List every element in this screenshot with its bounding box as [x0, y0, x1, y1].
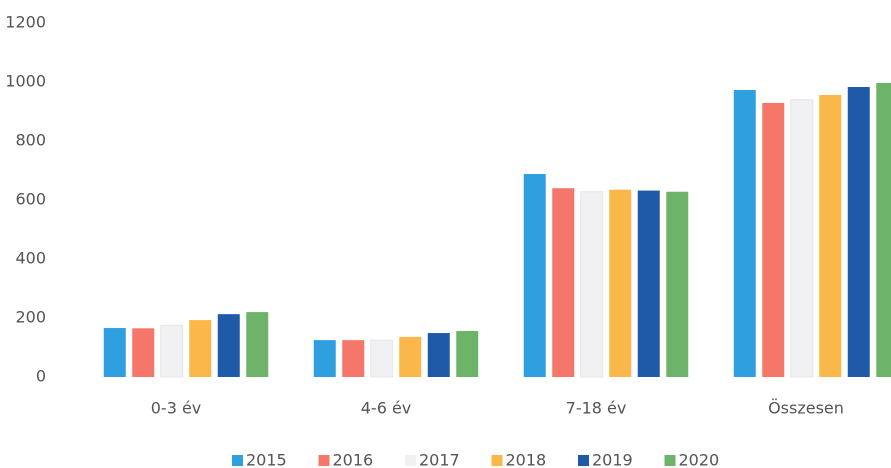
bar: [132, 328, 155, 377]
legend-swatch: [491, 455, 503, 466]
legend-swatch: [232, 455, 243, 466]
bar: [217, 314, 240, 377]
legend-swatch: [664, 455, 676, 466]
y-tick-label: 0: [36, 367, 46, 386]
bar: [819, 94, 842, 377]
legend-swatch: [405, 455, 416, 466]
legend-swatch: [578, 455, 589, 466]
bar: [790, 99, 814, 378]
bar: [160, 324, 184, 378]
legend-label: 2015: [246, 451, 287, 468]
legend-swatch: [318, 455, 330, 466]
bar: [342, 340, 365, 377]
bar: [552, 188, 575, 377]
bar: [313, 340, 336, 377]
bar: [189, 320, 212, 377]
bar: [103, 328, 126, 377]
y-tick-label: 1200: [5, 13, 46, 32]
legend-label: 2018: [506, 451, 547, 468]
bar: [427, 333, 450, 377]
bar: [609, 189, 632, 377]
bar: [399, 336, 422, 377]
x-tick-label: 7-18 év: [566, 399, 627, 418]
bar: [580, 191, 604, 378]
legend-label: 2016: [333, 451, 374, 468]
legend-label: 2017: [419, 451, 460, 468]
y-tick-label: 800: [15, 131, 46, 150]
bar: [523, 174, 546, 377]
bar: [876, 82, 891, 377]
y-tick-label: 1000: [5, 72, 46, 91]
bar: [456, 330, 479, 377]
legend-label: 2019: [592, 451, 633, 468]
bar: [847, 87, 870, 377]
bar: [637, 190, 660, 377]
bar: [370, 339, 394, 378]
bar: [666, 191, 689, 377]
x-tick-label: 4-6 év: [361, 399, 412, 418]
y-tick-label: 400: [15, 249, 46, 268]
y-tick-label: 200: [15, 308, 46, 327]
x-tick-label: 0-3 év: [151, 399, 202, 418]
legend-label: 2020: [679, 451, 720, 468]
bar: [762, 102, 785, 377]
bar: [733, 89, 756, 377]
y-tick-label: 600: [15, 190, 46, 209]
bar: [246, 312, 269, 377]
x-tick-label: Összesen: [768, 399, 844, 418]
